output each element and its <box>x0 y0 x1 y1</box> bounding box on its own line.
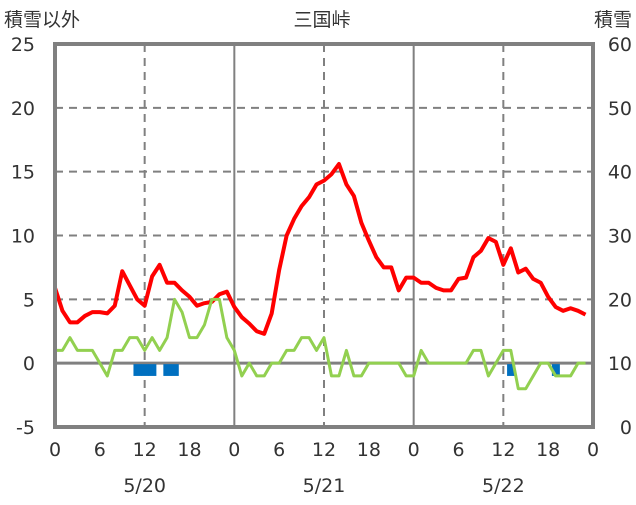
x-tick-label: 18 <box>536 439 560 461</box>
left-tick-label: 15 <box>11 162 35 184</box>
x-tick-label: 6 <box>452 439 464 461</box>
x-tick-label: 0 <box>587 439 599 461</box>
x-tick-label: 6 <box>94 439 106 461</box>
blue-bars <box>133 364 560 376</box>
bar-blue <box>507 364 516 376</box>
chart-title: 三国峠 <box>293 9 350 31</box>
left-tick-label: 0 <box>23 353 35 375</box>
x-tick-label: 12 <box>133 439 157 461</box>
date-label: 5/21 <box>303 475 346 497</box>
series-line-red <box>53 162 587 336</box>
bar-blue <box>170 364 179 376</box>
series-line-green <box>55 297 586 391</box>
x-tick-label: 6 <box>273 439 285 461</box>
left-tick-label: 20 <box>11 98 35 120</box>
bar-blue <box>551 364 560 376</box>
left-tick-label: 25 <box>11 34 35 56</box>
tick-labels: -5 0 5 10 15 20 25 0 10 20 30 40 50 60 0 6 12 18 0 6 12 18 0 6 1… <box>11 34 632 497</box>
right-tick-label: 0 <box>620 417 632 439</box>
left-tick-label: 5 <box>23 289 35 311</box>
bar-blue <box>140 364 149 376</box>
left-tick-label: -5 <box>16 417 35 439</box>
bar-blue <box>148 364 157 376</box>
date-label: 5/22 <box>482 475 525 497</box>
left-axis-label: 積雪以外 <box>4 9 80 31</box>
plot-border <box>53 42 595 429</box>
x-tick-label: 12 <box>312 439 336 461</box>
right-tick-label: 50 <box>608 98 632 120</box>
x-tick-label: 0 <box>49 439 61 461</box>
x-tick-label: 0 <box>228 439 240 461</box>
right-tick-label: 40 <box>608 162 632 184</box>
bar-blue <box>163 364 172 376</box>
x-tick-label: 12 <box>491 439 515 461</box>
bar-blue <box>133 364 142 376</box>
x-tick-label: 18 <box>177 439 201 461</box>
left-tick-label: 10 <box>11 226 35 248</box>
x-tick-label: 18 <box>357 439 381 461</box>
right-tick-label: 30 <box>608 226 632 248</box>
date-label: 5/20 <box>123 475 166 497</box>
right-tick-label: 60 <box>608 34 632 56</box>
x-tick-label: 0 <box>408 439 420 461</box>
right-tick-label: 20 <box>608 289 632 311</box>
right-axis-label: 積雪 <box>594 9 632 31</box>
right-tick-label: 10 <box>608 353 632 375</box>
